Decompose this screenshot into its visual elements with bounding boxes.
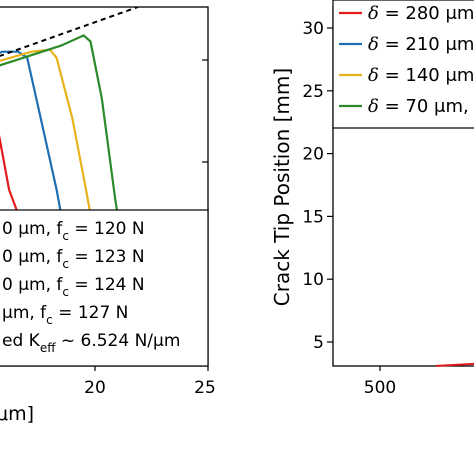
left-legend-entry: 0 μm, fc = 124 N [2, 275, 145, 299]
right-ytick-label: 30 [302, 19, 324, 39]
right-legend-entry: δ = 140 μm [368, 65, 474, 86]
right-ytick-label: 5 [313, 333, 324, 353]
left-plot: 20 25 μm] 0 μm, fc = 120 N 0 μm, fc = 123… [0, 6, 216, 425]
left-xtick-label: 25 [194, 378, 216, 398]
right-ytick-label: 25 [302, 82, 324, 102]
left-xlabel: μm] [0, 403, 34, 425]
right-ytick-label: 15 [302, 207, 324, 227]
right-xtick-label: 500 [364, 378, 396, 398]
right-legend-entry: δ = 70 μm, [368, 96, 469, 117]
left-series-group [0, 7, 139, 210]
left-series-line-2 [0, 48, 91, 210]
left-legend-entry: μm, fc = 127 N [2, 303, 128, 327]
right-legend: δ = 280 μm δ = 210 μm δ = 140 μm δ = 70 μm, [339, 3, 474, 117]
right-series-group [435, 362, 474, 367]
left-legend-box [0, 209, 209, 367]
left-series-line-0 [0, 134, 18, 210]
right-series-line-0 [435, 362, 474, 367]
right-ytick-label: 10 [302, 270, 324, 290]
right-ylabel: Crack Tip Position [mm] [270, 68, 294, 306]
left-series-line-4 [0, 7, 139, 57]
left-series-line-3 [0, 34, 119, 210]
right-legend-entry: δ = 210 μm [368, 34, 474, 55]
left-legend-entry: 0 μm, fc = 123 N [2, 247, 145, 271]
left-series-line-1 [0, 50, 62, 210]
right-ytick-label: 20 [302, 145, 324, 165]
left-legend-entry: ed Keff ~ 6.524 N/μm [2, 331, 180, 355]
left-legend: 0 μm, fc = 120 N 0 μm, fc = 123 N 0 μm, fc… [2, 219, 180, 355]
right-yticks: 5 10 15 20 25 30 [302, 19, 333, 353]
left-legend-entry: 0 μm, fc = 120 N [2, 219, 145, 243]
left-ticks [94, 59, 209, 371]
right-legend-entry: δ = 280 μm [368, 3, 474, 24]
left-xtick-label: 20 [84, 378, 106, 398]
